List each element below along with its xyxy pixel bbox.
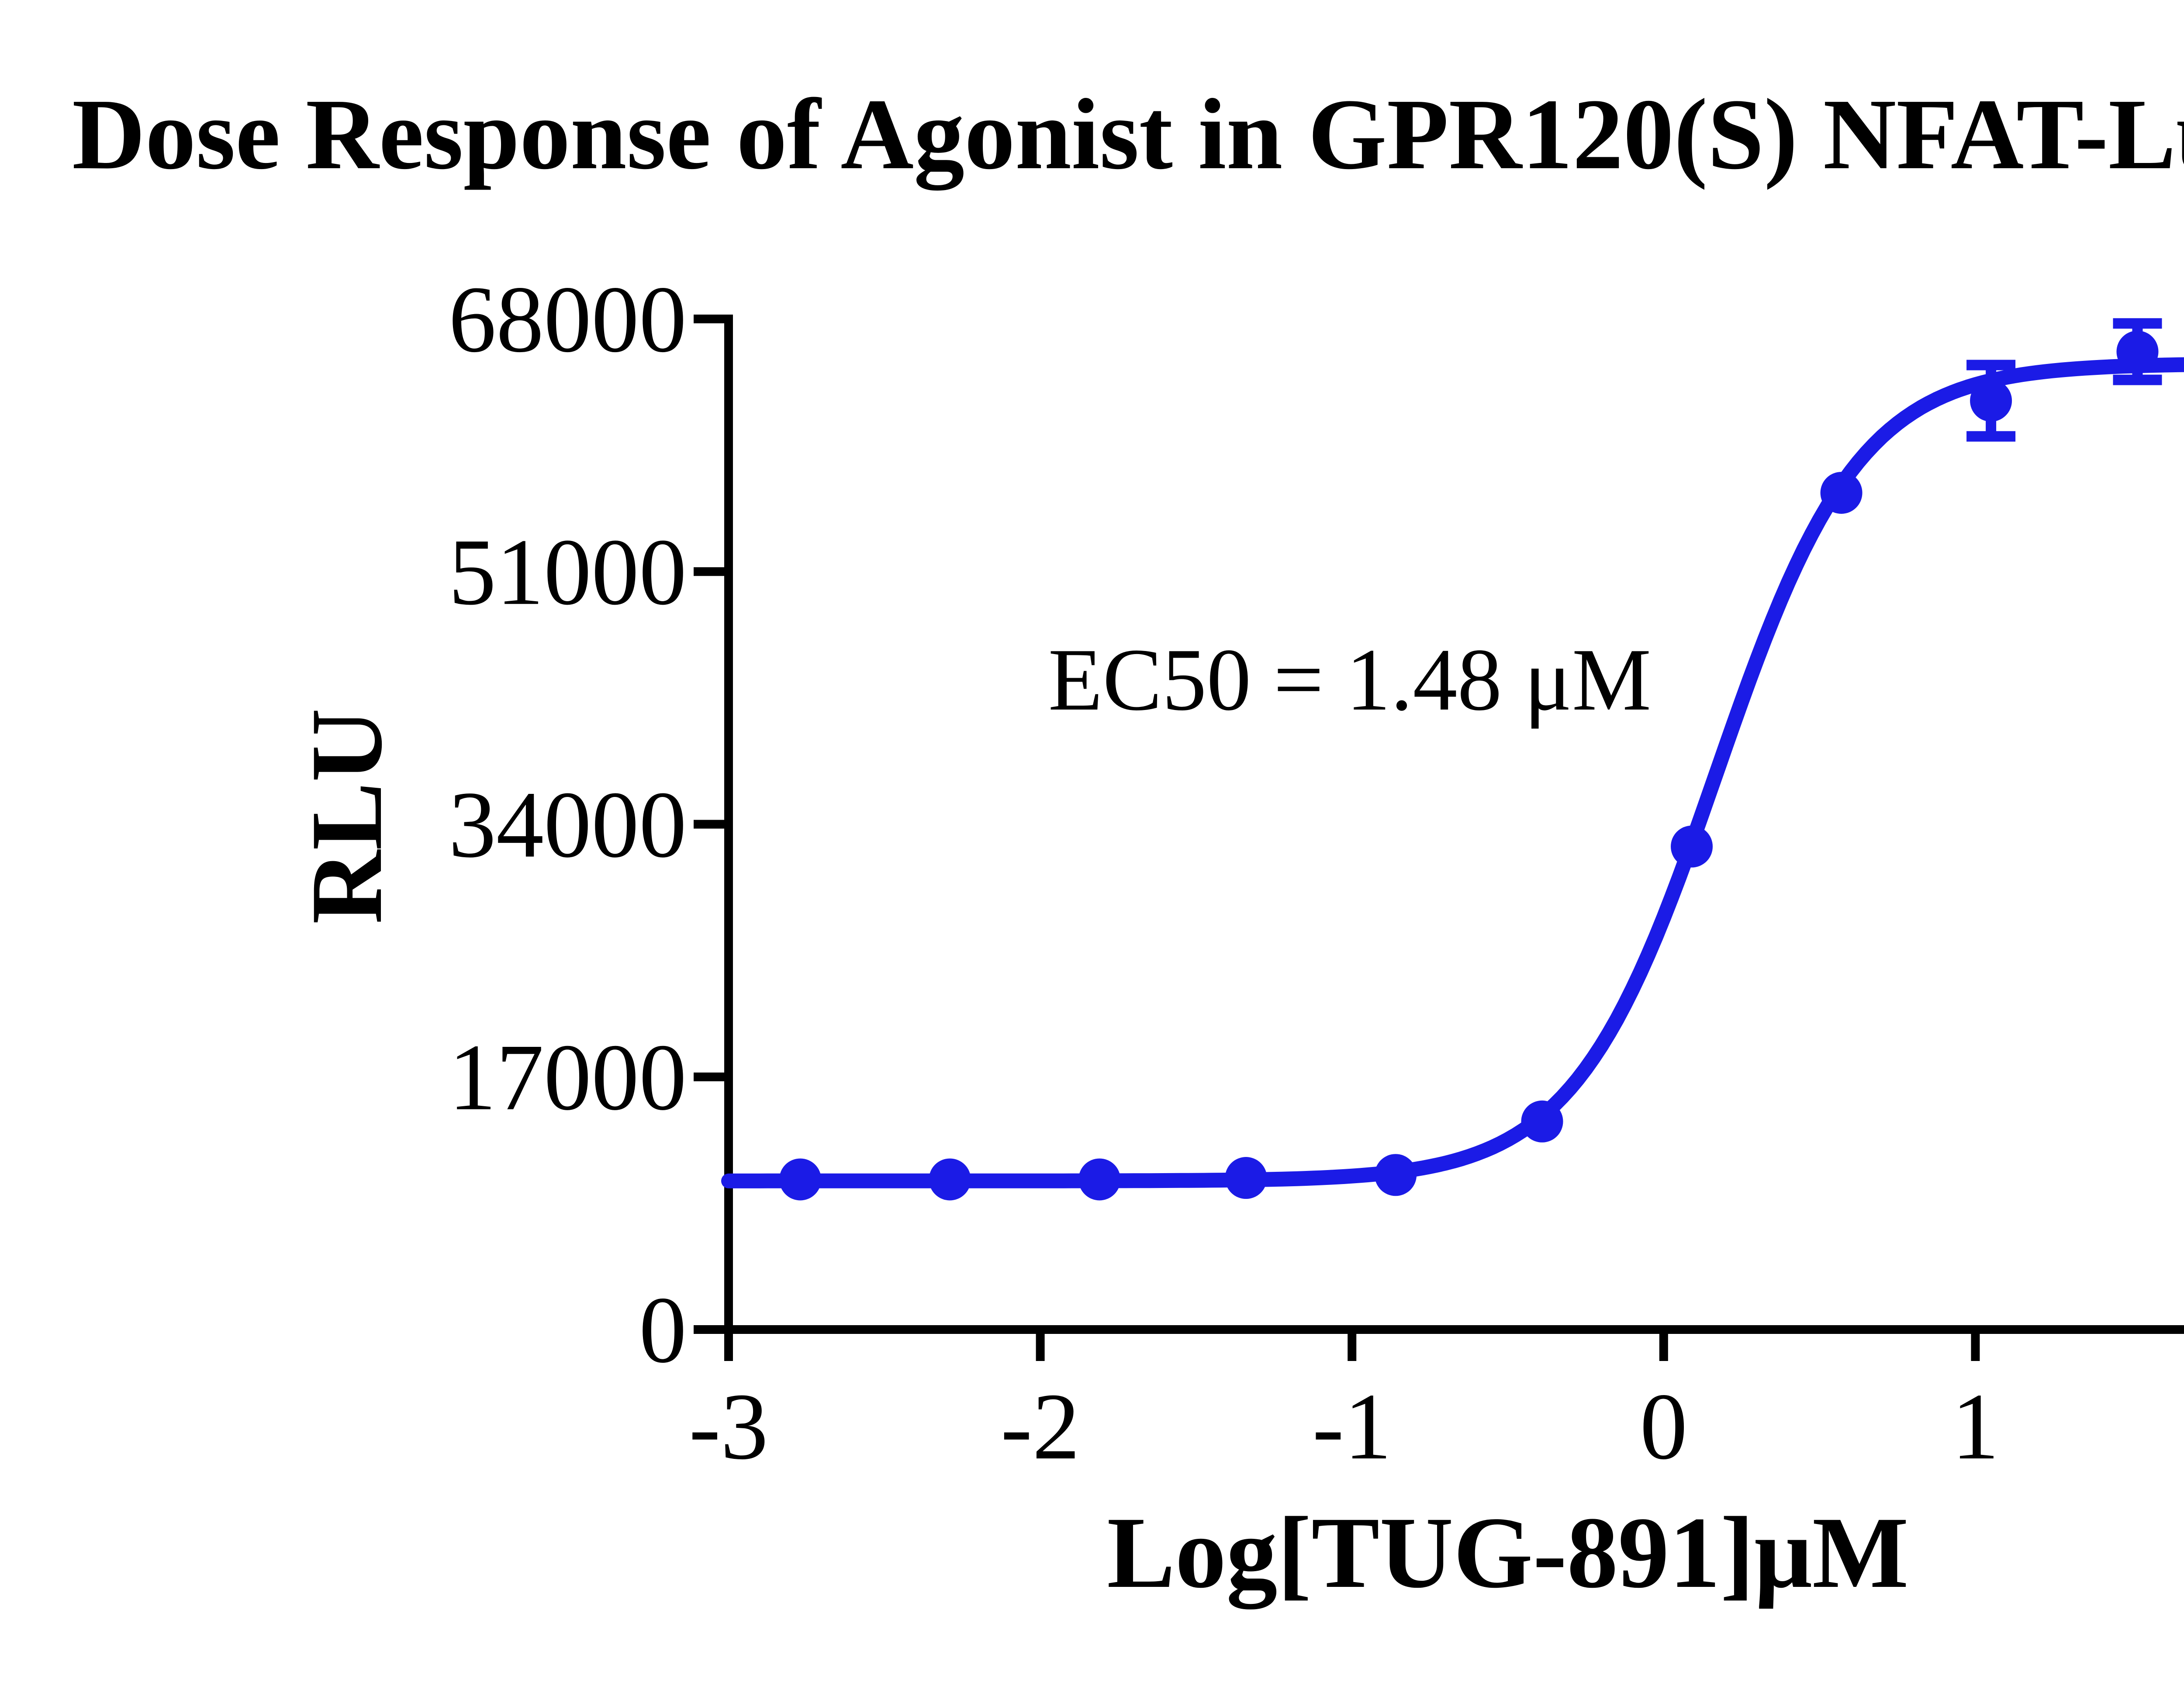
y-tick-label: 51000 <box>449 519 687 625</box>
x-tick-label: -3 <box>689 1374 768 1479</box>
data-point <box>1225 1157 1267 1199</box>
ec50-annotation: EC50 = 1.48 μM <box>1048 630 1652 729</box>
y-tick-label: 0 <box>639 1278 687 1383</box>
y-axis-title: RLU <box>290 708 403 924</box>
data-point <box>929 1158 971 1201</box>
y-tick-label: 34000 <box>449 772 687 878</box>
data-point <box>1078 1158 1121 1201</box>
x-axis-title: Log[TUG-891]μM <box>1107 1496 1908 1610</box>
data-points <box>779 330 2159 1201</box>
data-point <box>1375 1154 1417 1196</box>
dose-response-curve <box>721 357 2184 1188</box>
data-point <box>1671 825 1713 868</box>
y-tick-label: 68000 <box>449 267 687 372</box>
x-tick-label: -1 <box>1312 1374 1392 1479</box>
y-tick-label: 17000 <box>449 1025 687 1130</box>
data-point <box>1521 1100 1563 1143</box>
x-tick-label: 1 <box>1952 1374 1999 1479</box>
data-point <box>779 1158 822 1201</box>
fit-curve <box>721 357 2184 1188</box>
data-point <box>1820 471 1863 514</box>
data-point <box>2116 330 2159 373</box>
chart-title: Dose Response of Agonist in GPR120(S) NF… <box>72 78 2184 190</box>
x-tick-label: 0 <box>1640 1374 1687 1479</box>
data-point <box>1970 380 2012 422</box>
x-tick-label: -2 <box>1001 1374 1080 1479</box>
